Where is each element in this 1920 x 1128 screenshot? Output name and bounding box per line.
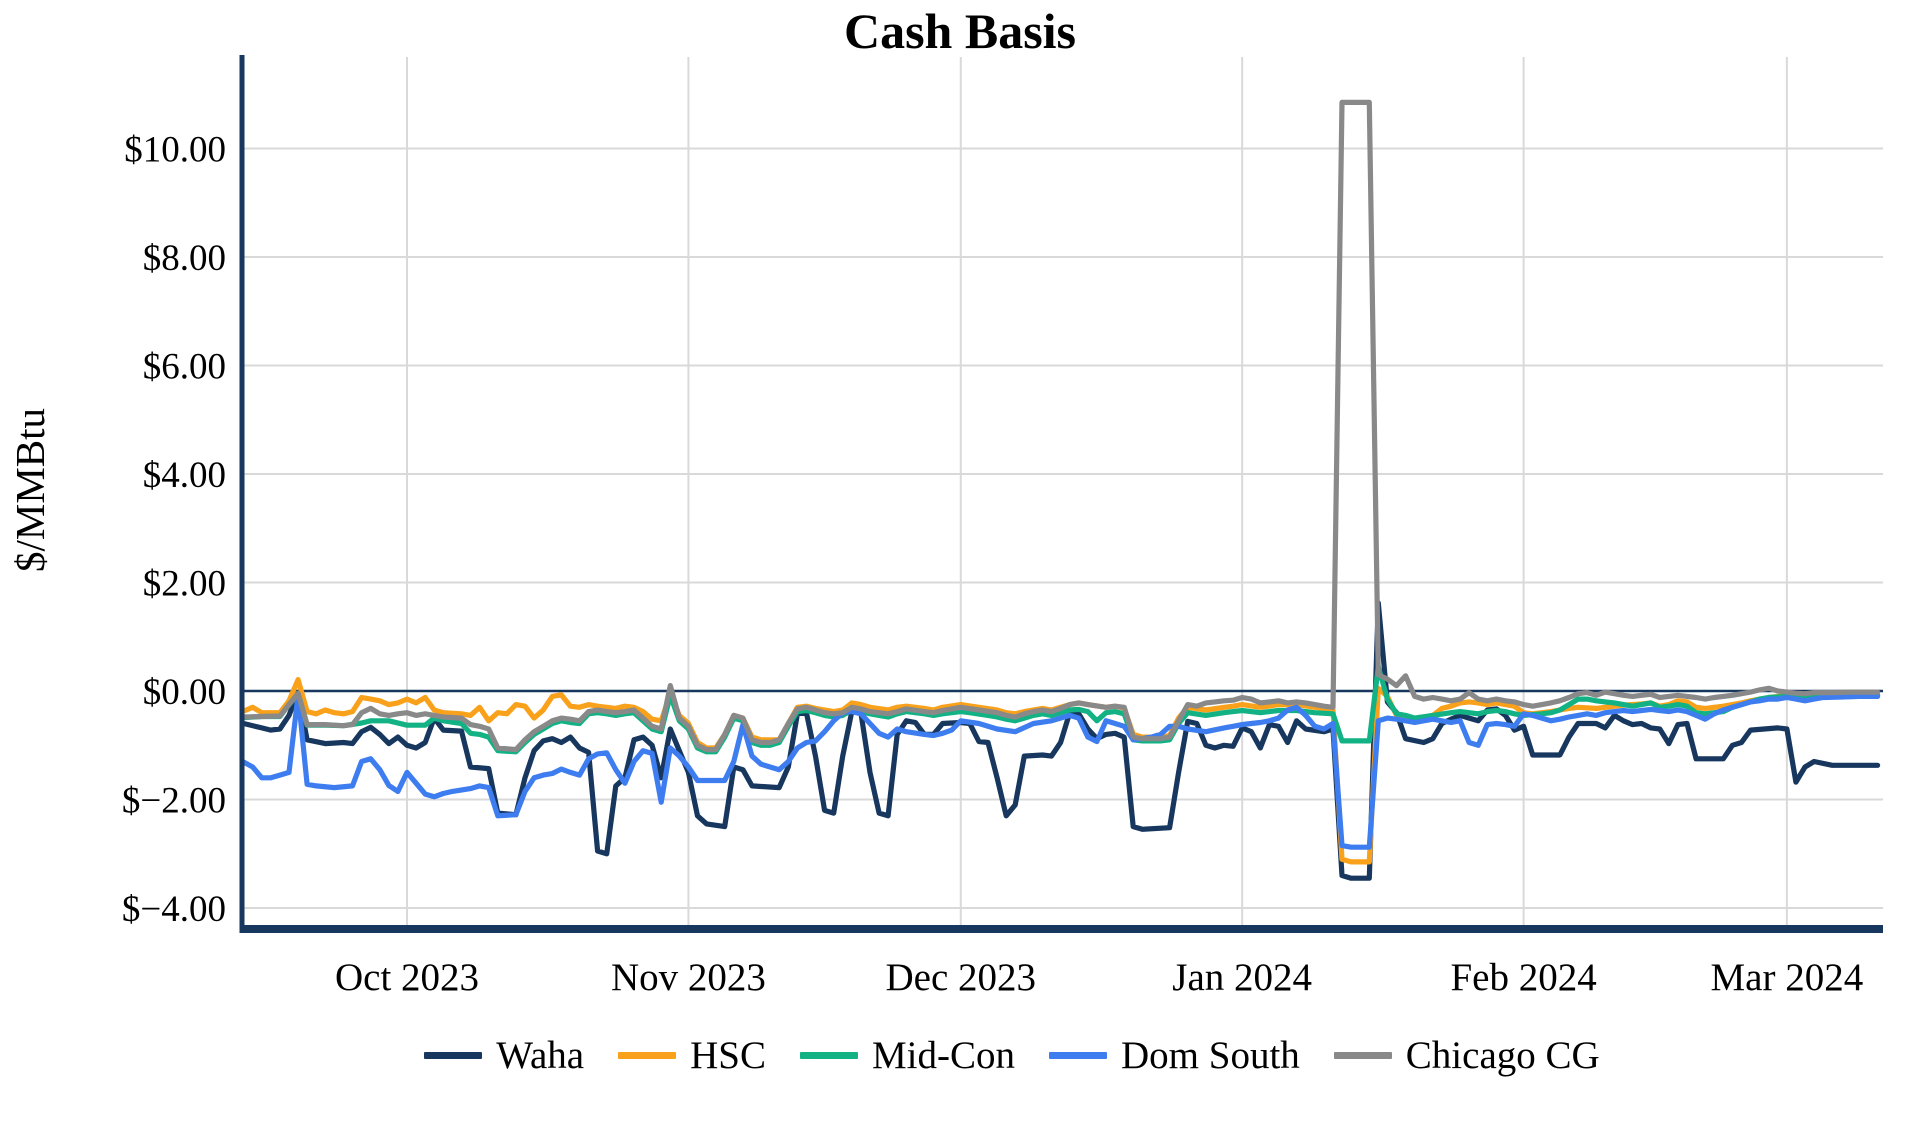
legend-item-hsc: HSC	[618, 1036, 766, 1075]
y-tick-label: $6.00	[143, 347, 226, 388]
legend-label: Waha	[496, 1034, 585, 1077]
x-tick-label: Nov 2023	[611, 956, 766, 999]
y-tick-label: $4.00	[143, 455, 226, 496]
legend-swatch-icon	[1049, 1052, 1107, 1059]
y-tick-label: $10.00	[124, 130, 226, 171]
legend-item-mid-con: Mid-Con	[799, 1034, 1015, 1077]
series-line-waha	[241, 600, 1881, 881]
legend-swatch-icon	[618, 1052, 677, 1059]
legend-item-chicago-cg: Chicago CG	[1333, 1034, 1600, 1077]
legend-item-dom-south: Dom South	[1049, 1036, 1300, 1075]
y-axis-title: $/MMBtu	[7, 408, 53, 572]
x-tick-label: Dec 2023	[885, 956, 1036, 999]
series-line-dom-south	[241, 692, 1881, 850]
series-line-chicago-cg	[241, 99, 1881, 753]
y-tick-label: $8.00	[143, 238, 226, 279]
y-tick-label: $−4.00	[122, 889, 226, 930]
x-tick-label: Mar 2024	[1710, 956, 1863, 999]
x-tick-label: Jan 2024	[1172, 956, 1312, 999]
legend-label: Mid-Con	[871, 1034, 1015, 1077]
y-tick-label: $−2.00	[122, 781, 226, 822]
x-tick-label: Oct 2023	[335, 956, 479, 999]
legend-swatch-icon	[799, 1052, 858, 1059]
legend-swatch-icon	[1333, 1052, 1392, 1059]
legend-item-waha: Waha	[424, 1036, 584, 1075]
legend-label: Chicago CG	[1405, 1034, 1600, 1077]
legend-swatch-icon	[424, 1052, 483, 1059]
y-tick-label: $0.00	[143, 672, 226, 713]
chart-legend: Waha HSC Mid-Con Dom South Chicago CG	[52, 1036, 1920, 1075]
y-tick-label: $2.00	[143, 564, 226, 605]
legend-label: HSC	[690, 1034, 766, 1077]
x-tick-label: Feb 2024	[1450, 956, 1596, 999]
legend-label: Dom South	[1121, 1034, 1300, 1077]
chart-title: Cash Basis	[843, 3, 1077, 59]
